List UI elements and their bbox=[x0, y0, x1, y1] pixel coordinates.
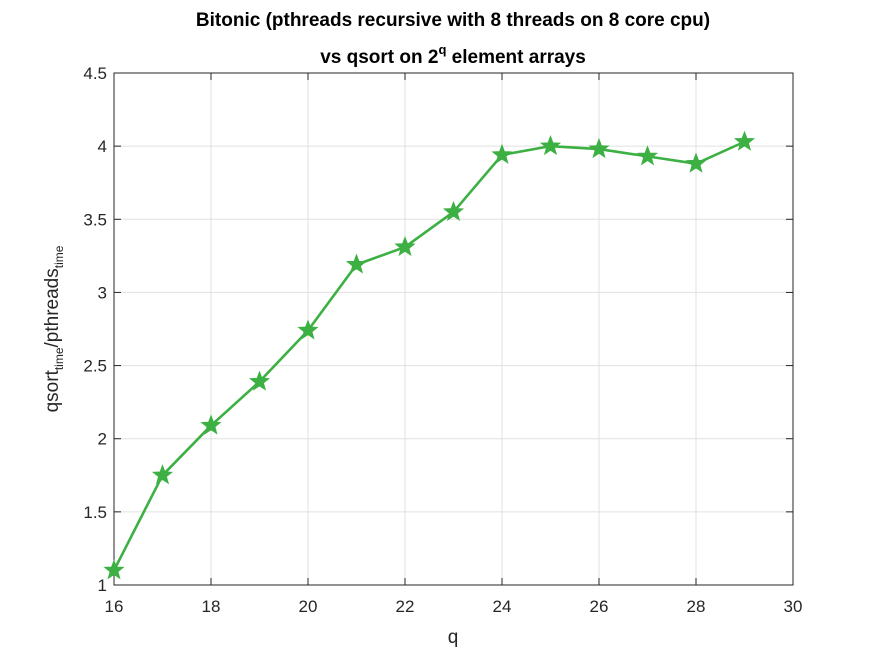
x-tick-label: 28 bbox=[687, 597, 706, 616]
y-tick-label: 4 bbox=[98, 137, 107, 156]
y-axis-label-sub2: time bbox=[52, 245, 66, 268]
x-tick-label: 26 bbox=[590, 597, 609, 616]
x-tick-label: 18 bbox=[202, 597, 221, 616]
data-point-star bbox=[103, 559, 125, 580]
y-tick-label: 3 bbox=[98, 283, 107, 302]
chart-title-line2-prefix: vs qsort on 2 bbox=[320, 47, 438, 68]
y-axis-label-part2: /pthreads bbox=[42, 268, 63, 347]
plot-area-border bbox=[113, 72, 794, 586]
y-tick-label: 1 bbox=[98, 576, 107, 595]
y-tick-label: 4.5 bbox=[83, 64, 107, 83]
x-tick-label: 24 bbox=[493, 597, 512, 616]
data-point-star bbox=[588, 137, 610, 159]
y-axis-label-sub1: time bbox=[52, 347, 66, 370]
data-point-star bbox=[685, 152, 707, 173]
data-point-star bbox=[151, 464, 174, 485]
x-tick-label: 20 bbox=[299, 597, 318, 616]
series-line bbox=[112, 140, 746, 571]
data-point-star bbox=[248, 370, 271, 391]
chart-title-line2-sup: q bbox=[438, 42, 446, 57]
chart-title-line2-suffix: element arrays bbox=[446, 47, 585, 68]
data-point-star bbox=[733, 130, 756, 151]
chart-title-line2: vs qsort on 2q element arrays bbox=[320, 42, 586, 68]
chart-title-line1: Bitonic (pthreads recursive with 8 threa… bbox=[196, 10, 710, 31]
data-point-star bbox=[345, 253, 368, 274]
y-tick-label: 2 bbox=[98, 430, 107, 449]
data-point-star bbox=[491, 143, 513, 164]
x-tick-label: 22 bbox=[396, 597, 415, 616]
data-point-star bbox=[394, 235, 416, 257]
data-point-star bbox=[297, 319, 319, 340]
data-point-star bbox=[200, 414, 222, 435]
data-point-star bbox=[636, 145, 659, 166]
axis-ticks: 16 18 20 22 24 26 28 30 1 1.5 2 2.5 3 3.5 4 4.5 bbox=[83, 64, 802, 616]
y-axis-label: qsorttime/pthreadstime bbox=[42, 245, 66, 412]
data-point-star bbox=[442, 200, 465, 221]
y-tick-label: 2.5 bbox=[83, 357, 107, 376]
data-point-star bbox=[539, 134, 562, 156]
y-tick-label: 1.5 bbox=[83, 503, 107, 522]
x-tick-label: 30 bbox=[784, 597, 803, 616]
data-series bbox=[103, 130, 756, 580]
x-axis-label: q bbox=[448, 627, 459, 648]
y-axis-label-part1: qsort bbox=[42, 369, 63, 412]
y-tick-label: 3.5 bbox=[83, 210, 107, 229]
x-tick-label: 16 bbox=[105, 597, 124, 616]
